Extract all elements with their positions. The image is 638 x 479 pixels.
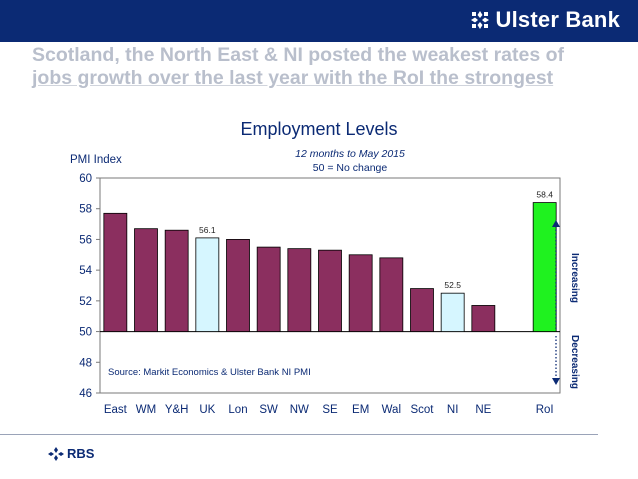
- headline: Scotland, the North East & NI posted the…: [32, 44, 632, 90]
- x-tick-label: SW: [259, 404, 278, 416]
- bar: [134, 228, 158, 332]
- x-tick-label: East: [104, 404, 128, 416]
- decreasing-arrowhead: [552, 378, 560, 385]
- y-tick-label: 48: [79, 357, 92, 369]
- bar: [471, 305, 496, 332]
- y-tick-label: 56: [79, 234, 92, 246]
- bar: [410, 288, 434, 332]
- bar: [287, 248, 312, 332]
- x-tick-label: WM: [136, 404, 156, 416]
- bar: [103, 212, 128, 332]
- x-tick-label: UK: [199, 404, 215, 416]
- y-tick-label: 52: [79, 296, 92, 308]
- x-tick-label: NW: [290, 404, 309, 416]
- bar: [195, 237, 220, 332]
- x-tick-label: Y&H: [165, 404, 189, 416]
- rbs-logo: RBS: [48, 446, 94, 461]
- brand: Ulster Bank: [470, 7, 620, 33]
- y-tick-label: 58: [79, 204, 92, 216]
- headline-line-1: Scotland, the North East & NI posted the…: [32, 44, 565, 66]
- increasing-label: Increasing: [569, 253, 580, 303]
- brand-name: Ulster Bank: [495, 7, 620, 32]
- chart-baseline-note: 50 = No change: [312, 162, 388, 174]
- increasing-arrowhead: [552, 220, 560, 227]
- plot-area: [99, 177, 561, 394]
- decreasing-label: Decreasing: [569, 335, 580, 389]
- footer-divider: [0, 434, 598, 435]
- rbs-logo-icon: [48, 446, 64, 461]
- bar: [379, 257, 404, 332]
- x-tick-label: EM: [352, 404, 369, 416]
- chart-title: Employment Levels: [240, 119, 398, 139]
- x-tick-label: Wal: [382, 404, 401, 416]
- x-tick-label: NI: [447, 404, 459, 416]
- headline-line-2: jobs growth over the last year with the …: [32, 67, 554, 89]
- y-tick-label: 60: [79, 173, 92, 185]
- data-label: 56.1: [199, 225, 216, 235]
- chart-source: Source: Markit Economics & Ulster Bank N…: [108, 367, 311, 378]
- rbs-label: RBS: [67, 446, 95, 461]
- x-tick-label: SE: [322, 404, 338, 416]
- bar: [164, 229, 189, 332]
- bar: [348, 254, 373, 332]
- chart-subtitle: 12 months to May 2015: [295, 148, 405, 160]
- y-tick-label: 46: [79, 388, 92, 400]
- data-label: 52.5: [444, 280, 461, 290]
- x-tick-label: Scot: [410, 404, 434, 416]
- ulster-bank-logo-icon: [470, 11, 489, 29]
- data-label: 58.4: [536, 190, 553, 200]
- bar: [226, 239, 250, 332]
- x-tick-label: NE: [475, 404, 491, 416]
- bar: [256, 246, 281, 332]
- y-axis-label: PMI Index: [70, 154, 122, 166]
- y-tick-label: 50: [79, 327, 92, 339]
- bar: [532, 202, 557, 332]
- y-tick-label: 54: [79, 265, 92, 277]
- x-tick-label: Lon: [228, 404, 247, 416]
- header-bar: Ulster Bank: [0, 0, 638, 42]
- bar: [440, 292, 465, 332]
- bar: [318, 249, 342, 332]
- x-tick-label: RoI: [536, 404, 554, 416]
